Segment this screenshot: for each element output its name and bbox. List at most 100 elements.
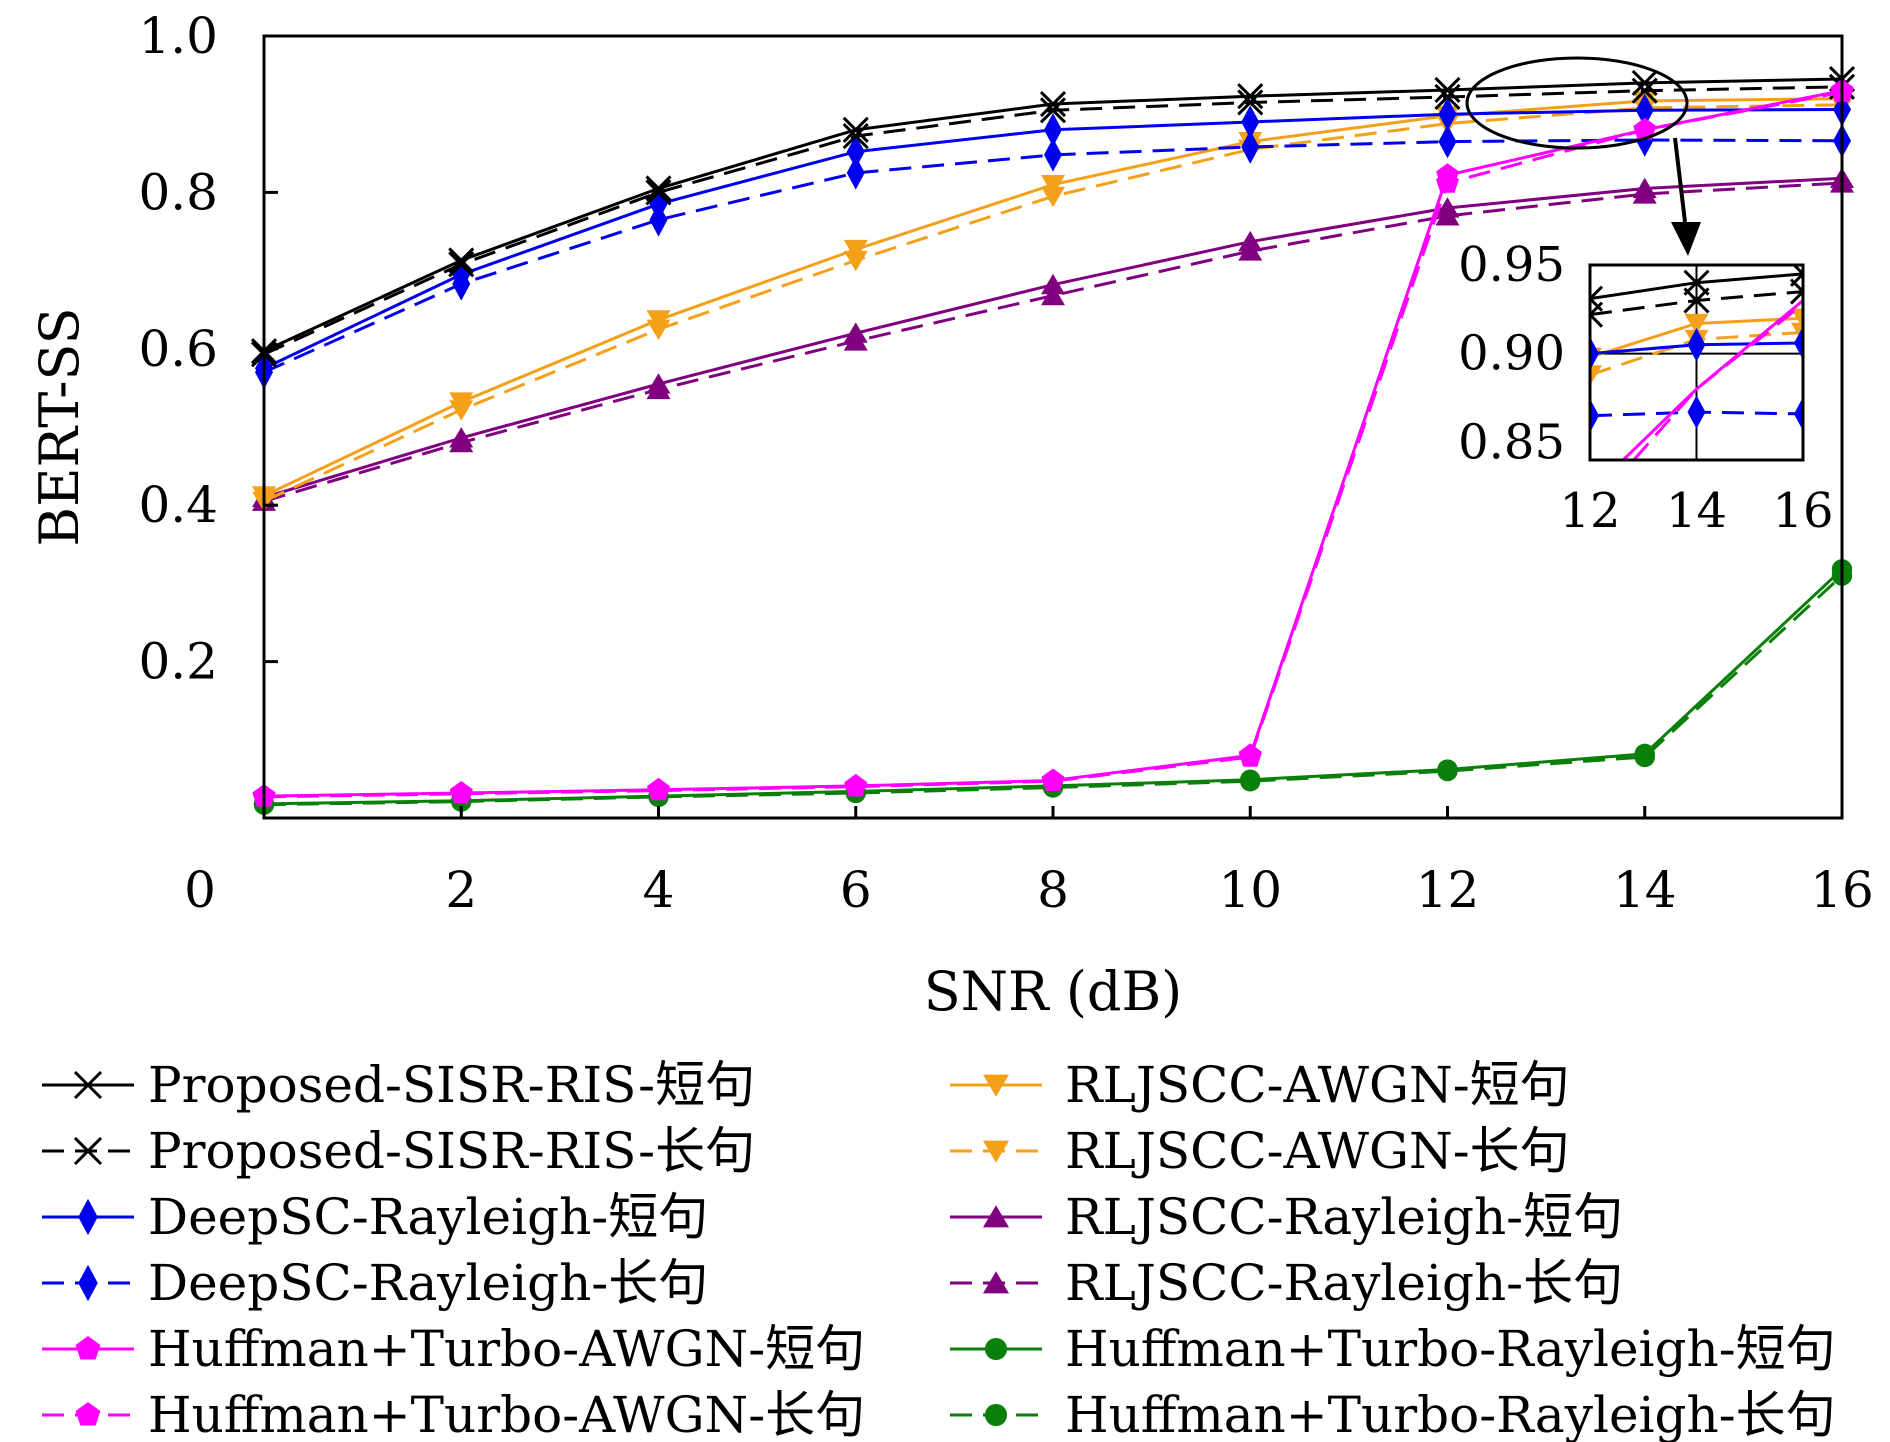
inset-data-point [1683,287,1710,314]
data-point [1434,83,1461,111]
data-point [1635,93,1654,128]
y-tick-label: 0.6 [138,320,218,378]
inset-x-tick-label: 16 [1772,483,1833,539]
data-point [1241,105,1260,139]
data-point [843,330,868,351]
legend-label: RLJSCC-AWGN-长句 [1065,1122,1570,1180]
legend-item: RLJSCC-Rayleigh-短句 [950,1188,1623,1246]
legend-label: Huffman+Turbo-AWGN-长句 [148,1386,865,1442]
zoom-annotation [1465,56,1701,256]
data-point [1238,240,1263,261]
legend-swatch-marker [983,1074,1009,1097]
legend-item: Huffman+Turbo-AWGN-短句 [42,1320,865,1378]
data-point [1238,745,1262,767]
data-point [1240,771,1261,792]
y-axis-ticks: 0.2 0.4 0.6 0.8 1.0 [138,7,278,691]
data-point [649,202,668,237]
inset-series-6 [1631,302,1803,460]
y-tick-label: 0.4 [138,476,218,534]
zoom-arrow-head [1671,222,1701,256]
x-tick-label: 12 [1416,861,1480,919]
data-point [448,251,475,278]
inset-series-line [1620,299,1803,460]
zoom-ellipse [1465,56,1689,150]
legend-label: Huffman+Turbo-AWGN-短句 [148,1320,865,1378]
legend: Proposed-SISR-RIS-短句 Proposed-SISR-RIS-长句… [42,1056,1836,1442]
legend-label: Huffman+Turbo-Rayleigh-短句 [1065,1320,1836,1378]
data-point [645,179,672,206]
inset-data-point [1590,336,1599,371]
inset-data-point [1687,327,1706,362]
inset-series-3 [1590,326,1803,371]
y-tick-label: 0.8 [138,163,218,221]
data-point [1633,117,1657,140]
inset-series-4 [1590,395,1803,433]
main-plot: 0 2 4 6 8 10 12 14 16 0.2 0.4 0.6 0.8 1.0 [138,7,1873,919]
x-tick-label: 6 [840,861,872,919]
y-axis-label: BERT-SS [28,307,91,546]
inset-data-point [1590,301,1604,328]
data-point [846,134,865,169]
series-line [263,181,1843,503]
inset-data-point [1687,395,1706,429]
data-point [1041,769,1065,791]
data-point [846,156,865,190]
data-point [1039,90,1067,118]
inset-y-tick-label: 0.85 [1458,414,1565,470]
inset-frame [1588,263,1805,462]
x-tick-label: 8 [1037,861,1069,919]
x-tick-label: 10 [1218,861,1282,919]
legend-label: RLJSCC-Rayleigh-短句 [1065,1188,1623,1246]
series-line [263,138,1843,374]
x-tick-label: 4 [643,861,675,919]
inset-data-point [1794,397,1803,431]
x-axis-ticks: 0 2 4 6 8 10 12 14 16 [184,806,1874,919]
legend-item: RLJSCC-Rayleigh-长句 [950,1254,1623,1312]
series-1 [250,65,1856,365]
legend-label: DeepSC-Rayleigh-短句 [148,1188,708,1246]
data-point [842,123,869,150]
data-point [1041,186,1065,208]
y-tick-label: 1.0 [138,7,218,65]
inset-series-group [1590,265,1803,460]
data-point [842,116,869,143]
data-point [1044,138,1062,172]
inset-series-5 [1620,299,1803,460]
inset-data-point [1590,398,1599,433]
inset-y-tick-label: 0.90 [1458,326,1565,382]
y-tick-label: 0.2 [138,633,218,691]
legend-item: Huffman+Turbo-Rayleigh-长句 [950,1386,1836,1442]
legend-item: Proposed-SISR-RIS-短句 [42,1056,755,1114]
x-axis-label: SNR (dB) [924,960,1182,1023]
legend-swatch-marker [983,1271,1009,1294]
x-tick-label: 0 [184,861,216,919]
inset-ticks: 12 14 16 0.85 0.90 0.95 [1458,237,1833,539]
data-point [1438,124,1457,159]
main-series-group [250,65,1856,815]
data-point [1041,284,1065,306]
data-point [1237,89,1264,116]
data-point [449,431,474,453]
legend-label: Huffman+Turbo-Rayleigh-长句 [1065,1386,1836,1442]
inset-series-2 [1590,278,1803,328]
data-point [646,378,671,400]
legend-swatch-marker [73,1070,103,1100]
data-point [1044,113,1062,147]
data-point [843,250,868,272]
legend-item: RLJSCC-AWGN-长句 [950,1122,1570,1180]
data-point [646,319,671,341]
data-point [452,267,471,301]
legend-swatch-marker [984,1337,1008,1361]
data-point [1631,77,1658,104]
data-point [647,778,670,801]
legend-swatch-marker [983,1140,1009,1163]
inset-data-point [1794,326,1803,360]
legend-swatch-marker [78,1198,98,1236]
legend-swatch-marker [75,1402,101,1426]
data-point [1237,83,1264,110]
x-tick-label: 2 [445,861,477,919]
zoom-arrow-line [1673,137,1687,223]
legend-label: DeepSC-Rayleigh-长句 [148,1254,708,1312]
inset-plot: 12 14 16 0.85 0.90 0.95 [1458,237,1833,539]
legend-label: RLJSCC-Rayleigh-长句 [1065,1254,1623,1312]
